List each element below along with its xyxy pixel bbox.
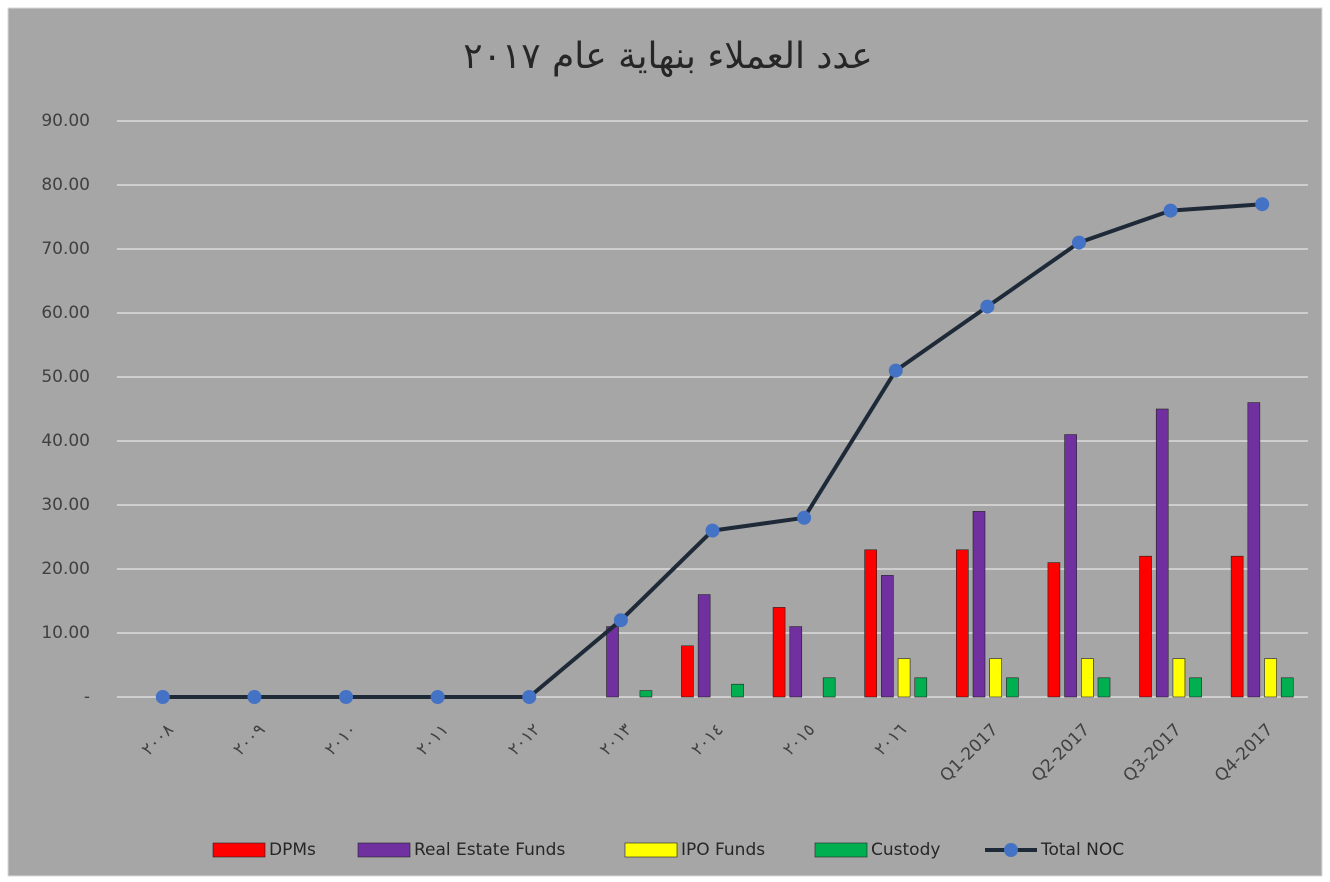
- y-tick-label: 30.00: [41, 495, 90, 515]
- bar: [1230, 555, 1244, 698]
- legend-label: IPO Funds: [681, 840, 765, 860]
- bar: [1097, 677, 1111, 698]
- legend-marker: [1004, 843, 1018, 857]
- line-marker: [339, 690, 354, 704]
- bar: [1081, 658, 1094, 698]
- bar: [822, 677, 836, 698]
- y-tick-label: 90.00: [41, 111, 90, 131]
- bar: [1064, 434, 1077, 698]
- bar: [1006, 677, 1019, 698]
- legend-swatch: [814, 842, 868, 858]
- bar: [864, 549, 877, 698]
- bar: [681, 645, 694, 698]
- bar: [972, 511, 986, 698]
- bar: [955, 549, 969, 698]
- line-marker: [247, 690, 262, 704]
- y-tick-label: 60.00: [41, 303, 90, 323]
- y-tick-label: 20.00: [41, 559, 90, 579]
- bar: [606, 626, 619, 698]
- line-marker: [522, 690, 537, 704]
- bar: [772, 607, 786, 698]
- bar: [914, 677, 928, 698]
- bar: [1172, 658, 1186, 698]
- bar: [897, 658, 911, 698]
- legend-label: Custody: [871, 840, 940, 860]
- bar: [989, 658, 1002, 698]
- line-marker: [797, 510, 812, 525]
- legend-swatch: [357, 842, 411, 858]
- line-marker: [1163, 203, 1178, 218]
- legend-label: DPMs: [269, 840, 316, 860]
- bar: [731, 683, 744, 698]
- chart-background: [7, 7, 1323, 877]
- y-tick-label: 10.00: [41, 623, 90, 643]
- line-marker: [155, 690, 170, 704]
- line-marker: [613, 613, 628, 628]
- line-marker: [430, 690, 445, 704]
- y-tick-label: 40.00: [41, 431, 90, 451]
- y-tick-label: 80.00: [41, 175, 90, 195]
- chart-title: عدد العملاء بنهاية عام ٢٠١٧: [463, 36, 873, 77]
- y-tick-label: 70.00: [41, 239, 90, 259]
- bar: [1264, 658, 1277, 698]
- line-marker: [980, 299, 995, 314]
- bar: [1155, 408, 1169, 698]
- bar: [789, 626, 803, 698]
- bar: [1139, 555, 1152, 698]
- bar: [697, 594, 711, 698]
- line-marker: [888, 363, 903, 378]
- legend-swatch: [624, 842, 678, 858]
- bar: [1047, 562, 1061, 698]
- bar: [881, 575, 894, 698]
- line-marker: [705, 523, 720, 538]
- y-tick-label: 50.00: [41, 367, 90, 387]
- bar: [1280, 677, 1294, 698]
- bar: [1247, 402, 1261, 698]
- y-tick-label: -: [84, 687, 90, 707]
- bar: [1189, 677, 1202, 698]
- line-marker: [1255, 197, 1270, 212]
- legend-label: Real Estate Funds: [414, 840, 565, 860]
- legend-swatch: [212, 842, 266, 858]
- legend-label: Total NOC: [1040, 840, 1124, 860]
- line-marker: [1071, 235, 1086, 250]
- bar: [639, 690, 653, 698]
